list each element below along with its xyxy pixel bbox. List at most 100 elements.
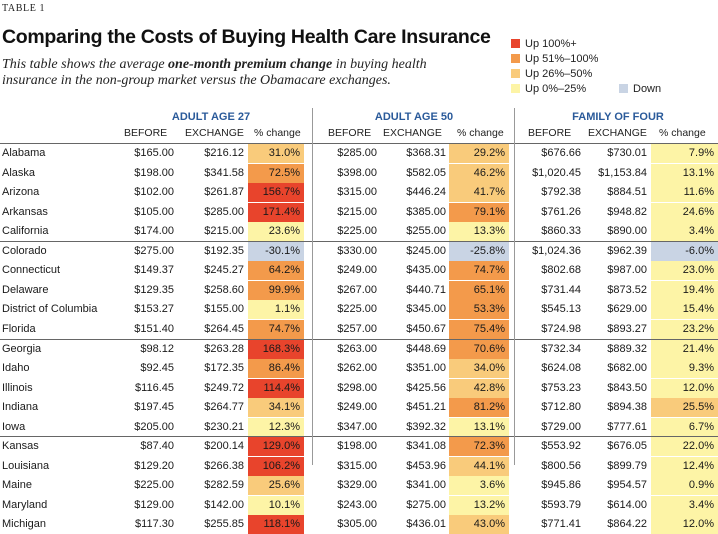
exchange-cell: $873.52 xyxy=(607,283,647,296)
before-cell: $624.08 xyxy=(541,362,581,375)
exchange-cell: $341.08 xyxy=(406,440,446,453)
before-cell: $267.00 xyxy=(337,283,377,296)
subtitle-emphasis: one-month premium change xyxy=(168,57,333,72)
state-name: Florida xyxy=(2,322,36,335)
before-cell: $298.00 xyxy=(337,381,377,394)
exchange-cell: $843.50 xyxy=(607,381,647,394)
state-name: Kansas xyxy=(2,440,39,453)
table-row: Alabama $165.00 $216.12 31.0% $285.00 $368.31… xyxy=(0,144,718,163)
exchange-cell: $884.51 xyxy=(607,186,647,199)
percent-change-cell: 13.3% xyxy=(449,222,509,242)
before-cell: $800.56 xyxy=(541,459,581,472)
before-cell: $198.00 xyxy=(134,166,174,179)
exchange-cell: $890.00 xyxy=(607,225,647,238)
percent-change-cell: 12.0% xyxy=(651,515,718,534)
percent-change-cell: 156.7% xyxy=(248,183,304,203)
state-name: Indiana xyxy=(2,401,39,414)
exchange-cell: $351.00 xyxy=(406,362,446,375)
before-cell: $802.68 xyxy=(541,264,581,277)
exchange-cell: $451.21 xyxy=(406,401,446,414)
state-name: District of Columbia xyxy=(2,303,98,316)
before-cell: $712.80 xyxy=(541,401,581,414)
before-cell: $553.92 xyxy=(541,440,581,453)
state-name: Delaware xyxy=(2,283,49,296)
exchange-cell: $249.72 xyxy=(204,381,244,394)
before-cell: $729.00 xyxy=(541,420,581,433)
before-cell: $1,024.36 xyxy=(532,244,581,257)
percent-change-cell: 53.3% xyxy=(449,300,509,320)
table-row: Louisiana $129.20 $266.38 106.2% $315.00 $453… xyxy=(0,456,718,476)
before-cell: $225.00 xyxy=(337,303,377,316)
before-cell: $724.98 xyxy=(541,322,581,335)
table-row: Maryland $129.00 $142.00 10.1% $243.00 $275.0… xyxy=(0,495,718,515)
exchange-cell: $341.00 xyxy=(406,479,446,492)
exchange-cell: $216.12 xyxy=(204,147,244,159)
before-cell: $860.33 xyxy=(541,225,581,238)
before-cell: $1,020.45 xyxy=(532,166,581,179)
legend-swatch xyxy=(511,69,520,78)
table-row: California $174.00 $215.00 23.6% $225.00 $255… xyxy=(0,222,718,242)
legend-label: Down xyxy=(633,83,662,95)
percent-change-cell: 13.1% xyxy=(651,163,718,183)
exchange-cell: $255.85 xyxy=(204,518,244,531)
percent-change-cell: 75.4% xyxy=(449,319,509,339)
exchange-cell: $864.22 xyxy=(607,518,647,531)
exchange-cell: $264.45 xyxy=(204,322,244,335)
state-name: Iowa xyxy=(2,420,26,433)
percent-change-cell: 114.4% xyxy=(248,378,304,398)
percent-change-cell: 64.2% xyxy=(248,261,304,281)
exchange-cell: $245.27 xyxy=(204,264,244,277)
subtitle-part-1: This table shows the average xyxy=(2,57,169,72)
percent-change-cell: 29.2% xyxy=(449,144,509,163)
percent-change-cell: 10.1% xyxy=(248,495,304,515)
table-row: Kansas $87.40 $200.14 129.0% $198.00 $341.08 7… xyxy=(0,437,718,457)
percent-change-cell: 106.2% xyxy=(248,456,304,476)
state-name: Alaska xyxy=(2,166,36,179)
table-row: Georgia $98.12 $263.28 168.3% $263.00 $448.69… xyxy=(0,339,718,359)
exchange-cell: $230.21 xyxy=(204,420,244,433)
table-row: Alaska $198.00 $341.58 72.5% $398.00 $582.05 4… xyxy=(0,163,718,183)
percent-change-cell: 21.4% xyxy=(651,339,718,359)
before-cell: $305.00 xyxy=(337,518,377,531)
percent-change-cell: 3.4% xyxy=(651,222,718,242)
percent-change-cell: 129.0% xyxy=(248,437,304,457)
page-subtitle: This table shows the average one-month p… xyxy=(2,57,472,89)
percent-change-cell: 13.2% xyxy=(449,495,509,515)
exchange-cell: $987.00 xyxy=(607,264,647,277)
before-cell: $129.00 xyxy=(134,498,174,511)
col-head-before: BEFORE xyxy=(328,127,372,139)
exchange-cell: $200.14 xyxy=(204,440,244,453)
percent-change-cell: 12.4% xyxy=(651,456,718,476)
exchange-cell: $266.38 xyxy=(204,459,244,472)
column-divider xyxy=(514,108,515,465)
before-cell: $149.37 xyxy=(134,264,174,277)
percent-change-cell: 9.3% xyxy=(651,359,718,379)
before-cell: $315.00 xyxy=(337,186,377,199)
before-cell: $330.00 xyxy=(337,244,377,257)
before-cell: $105.00 xyxy=(134,205,174,218)
exchange-cell: $893.27 xyxy=(607,322,647,335)
col-head-change: % change xyxy=(457,127,504,139)
row-separator xyxy=(0,436,718,438)
percent-change-cell: 15.4% xyxy=(651,300,718,320)
state-name: Connecticut xyxy=(2,264,61,277)
percent-change-cell: 25.5% xyxy=(651,398,718,418)
exchange-cell: $889.32 xyxy=(607,342,647,355)
exchange-cell: $285.00 xyxy=(204,205,244,218)
exchange-cell: $172.35 xyxy=(204,362,244,375)
state-name: Illinois xyxy=(2,381,33,394)
table-row: Delaware $129.35 $258.60 99.9% $267.00 $440.7… xyxy=(0,280,718,300)
group-title-family: FAMILY OF FOUR xyxy=(572,111,664,123)
percent-change-cell: 3.6% xyxy=(449,476,509,496)
percent-change-cell: 23.0% xyxy=(651,261,718,281)
before-cell: $771.41 xyxy=(541,518,581,531)
before-cell: $329.00 xyxy=(337,479,377,492)
percent-change-cell: 24.6% xyxy=(651,202,718,222)
exchange-cell: $614.00 xyxy=(607,498,647,511)
exchange-cell: $777.61 xyxy=(607,420,647,433)
group-title-adult-50: ADULT AGE 50 xyxy=(374,111,454,123)
col-head-exchange: EXCHANGE xyxy=(588,127,647,139)
before-cell: $117.30 xyxy=(135,518,174,531)
percent-change-cell: 13.1% xyxy=(449,417,509,437)
percent-change-cell: 22.0% xyxy=(651,437,718,457)
